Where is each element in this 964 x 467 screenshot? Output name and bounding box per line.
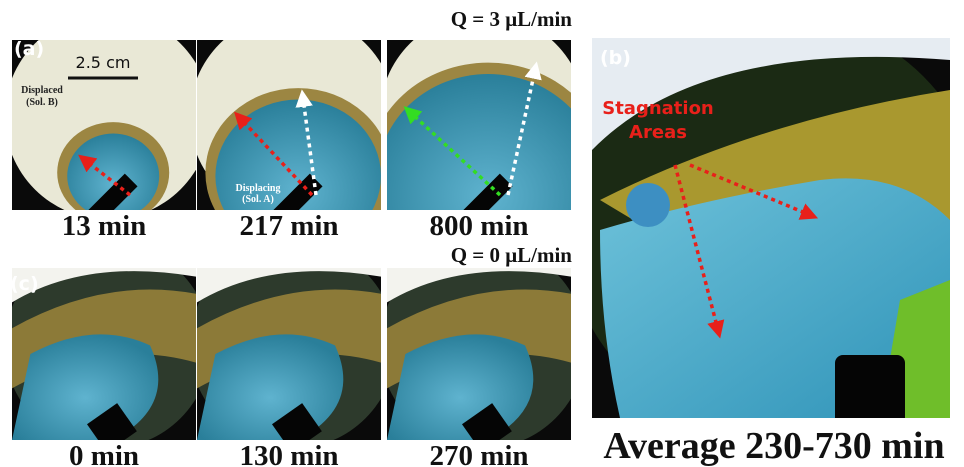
displaced-label: (Sol. B) — [26, 97, 58, 108]
displaced-label: Displaced — [21, 85, 63, 96]
photo — [190, 242, 396, 452]
displacing-label: (Sol. A) — [242, 194, 274, 205]
time-label: 800 min — [429, 210, 528, 242]
blue-spot — [626, 183, 670, 227]
time-label: 0 min — [69, 440, 139, 467]
time-label: 217 min — [239, 210, 338, 242]
photo-content — [380, 242, 586, 452]
flow-rate: Q = 0 μL/min — [451, 243, 573, 267]
displacing-label: Displacing — [235, 183, 280, 194]
scale-label: 2.5 cm — [76, 53, 131, 72]
time-label: 13 min — [62, 210, 147, 242]
flow-rate: Q = 3 μL/min — [451, 7, 573, 31]
panel-label: (c) — [10, 273, 39, 295]
figure: (a) 2.5 cm Displaced(Sol. B) Displacing(Sol… — [0, 0, 964, 467]
photo-content — [190, 242, 396, 452]
nozzle — [835, 355, 905, 435]
panel-label: (a) — [14, 38, 44, 60]
panel-label: (b) — [600, 47, 631, 69]
time-label: 130 min — [239, 440, 338, 467]
photo — [565, 15, 964, 435]
time-label: 270 min — [429, 440, 528, 467]
annotation: Areas — [629, 122, 687, 143]
photo-content — [565, 15, 964, 435]
caption: Average 230-730 min — [603, 425, 944, 467]
annotation: Stagnation — [602, 98, 714, 119]
photo — [380, 242, 586, 452]
